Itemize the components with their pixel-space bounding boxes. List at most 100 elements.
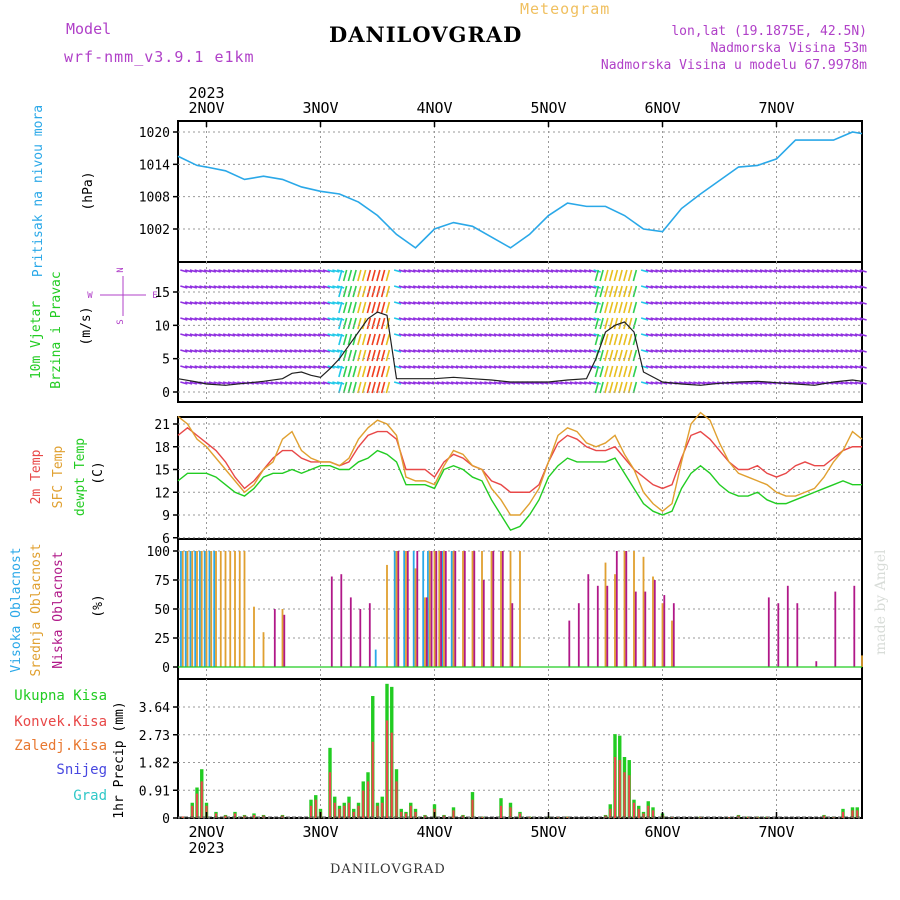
wind-arrow: [845, 301, 853, 305]
wind-arrow: [289, 301, 297, 305]
wind-arrow: [697, 349, 706, 353]
y-tick-label-cloud: 25: [154, 632, 170, 647]
wind-arrow: [199, 285, 207, 289]
wind-arrow: [702, 317, 711, 321]
wind-arrow: [446, 301, 454, 305]
wind-arrow: [380, 301, 386, 314]
wind-arrow: [270, 349, 278, 353]
wind-arrow: [783, 301, 791, 305]
wind-arrow: [659, 285, 668, 289]
wind-arrow: [260, 269, 269, 273]
wind-arrow: [550, 333, 559, 337]
wind-arrow: [599, 269, 604, 282]
wind-arrow: [531, 349, 540, 353]
cloud-bar: [786, 585, 789, 667]
wind-arrow: [645, 269, 654, 273]
wind-arrow: [270, 301, 278, 305]
wind-arrow: [740, 285, 749, 289]
wind-arrow: [260, 349, 269, 353]
wind-arrow: [194, 365, 202, 369]
wind-arrow: [769, 269, 777, 273]
wind-arrow: [555, 301, 563, 305]
wind-arrow: [450, 365, 459, 369]
wind-arrow: [623, 333, 628, 346]
cloud-bar: [196, 551, 198, 667]
wind-arrow: [550, 269, 559, 273]
wind-arrow: [726, 269, 734, 273]
wind-arrow: [194, 301, 202, 305]
wind-arrow: [227, 381, 236, 385]
wind-arrow: [503, 285, 511, 289]
wind-arrow: [366, 381, 372, 394]
wind-arrow: [294, 301, 302, 305]
wind-arrow: [357, 365, 362, 378]
wind-arrow: [721, 317, 730, 321]
cloud-bar: [184, 551, 187, 667]
cloud-bar: [577, 603, 580, 667]
wind-arrow: [393, 317, 402, 321]
precip-bar: [333, 802, 336, 818]
wind-arrow: [608, 381, 614, 394]
wind-arrow: [408, 365, 416, 369]
wind-arrow: [232, 333, 240, 337]
wind-arrow: [623, 349, 628, 362]
wind-arrow: [541, 269, 549, 273]
wind-arrow: [284, 381, 293, 385]
wind-arrow: [199, 269, 207, 273]
wind-arrow: [849, 285, 858, 289]
wind-arrow: [232, 285, 240, 289]
wind-arrow: [754, 365, 763, 369]
wind-arrow: [241, 285, 250, 289]
wind-arrow: [588, 285, 597, 289]
wind-arrow: [555, 333, 563, 337]
wind-arrow: [322, 269, 331, 273]
wind-arrow: [189, 301, 198, 305]
wind-arrow: [645, 349, 654, 353]
wind-arrow: [227, 333, 236, 337]
wind-arrow: [474, 333, 483, 337]
y-tick-label-wind: 15: [154, 286, 170, 301]
wind-arrow: [735, 333, 744, 337]
wind-arrow: [336, 365, 345, 369]
wind-arrow: [613, 349, 619, 362]
wind-arrow: [604, 349, 609, 362]
wind-arrow: [678, 349, 687, 353]
wind-arrow: [569, 349, 578, 353]
wind-arrow: [618, 349, 623, 362]
wind-arrow: [650, 333, 658, 337]
wind-arrow: [256, 349, 264, 353]
wind-arrow: [313, 333, 321, 337]
wind-arrow: [830, 349, 839, 353]
wind-arrow: [507, 285, 516, 289]
wind-arrow: [599, 381, 604, 394]
wind-arrow: [246, 285, 255, 289]
wind-arrow: [512, 333, 521, 337]
wind-arrow: [246, 317, 255, 321]
wind-arrow: [583, 333, 592, 337]
wind-arrow: [854, 317, 863, 321]
wind-arrow: [517, 301, 525, 305]
wind-arrow: [460, 317, 468, 321]
wind-arrow: [536, 301, 544, 305]
wind-arrow: [184, 333, 193, 337]
wind-arrow: [650, 269, 658, 273]
wind-arrow: [721, 333, 730, 337]
wind-arrow: [545, 349, 554, 353]
precip-bar: [632, 802, 636, 818]
cloud-bar: [234, 551, 236, 667]
wind-arrow: [650, 301, 658, 305]
y-tick-label-temperature: 15: [154, 464, 170, 479]
wind-arrow: [826, 349, 834, 353]
wind-arrow: [479, 285, 487, 289]
wind-arrow: [338, 301, 343, 314]
wind-arrow: [327, 317, 335, 321]
wind-arrow: [830, 301, 839, 305]
y-tick-label-wind: 10: [154, 319, 170, 334]
wind-arrow: [735, 269, 744, 273]
wind-arrow: [289, 269, 297, 273]
wind-arrow: [218, 349, 226, 353]
wind-arrow: [726, 301, 734, 305]
wind-arrow: [608, 317, 614, 330]
wind-arrow: [422, 365, 430, 369]
wind-arrow: [222, 333, 231, 337]
